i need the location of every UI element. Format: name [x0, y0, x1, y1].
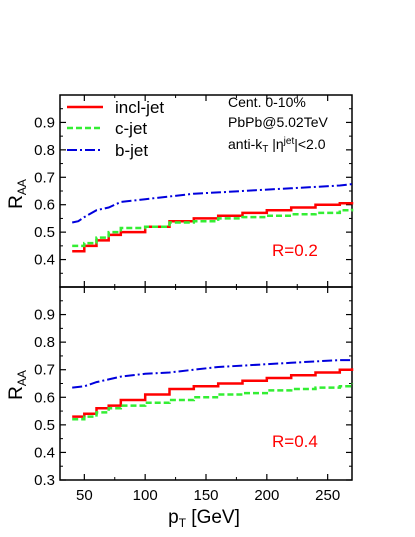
bottom-ytick-label: 0.3 — [34, 472, 55, 489]
top-ytick-label: 0.8 — [34, 142, 55, 159]
top-ytick-label: 0.6 — [34, 197, 55, 214]
top-panel-label: R=0.2 — [272, 241, 318, 260]
bottom-series-b-jet — [72, 359, 352, 389]
xlabel: pT [GeV] — [168, 507, 240, 530]
bottom-series-incl-jet — [72, 368, 354, 418]
bottom-ytick-label: 0.9 — [34, 307, 55, 324]
xtick-label: 150 — [193, 487, 218, 504]
bottom-ytick-label: 0.8 — [34, 334, 55, 351]
bottom-panel-label: R=0.4 — [272, 432, 318, 451]
annotation-cuts: anti-kT |ηjet|<2.0 — [228, 136, 326, 155]
xtick-label: 200 — [254, 487, 279, 504]
top-ylabel: RAA — [6, 179, 29, 209]
top-ytick-label: 0.4 — [34, 252, 55, 269]
bottom-ytick-label: 0.4 — [34, 444, 55, 461]
bottom-series-c-jet — [72, 383, 354, 421]
xtick-label: 100 — [133, 487, 158, 504]
bottom-panel: 0.3 0.4 0.5 0.6 0.7 0.8 0.9 50 100 150 200 250 — [34, 286, 354, 504]
bottom-ytick-label: 0.6 — [34, 389, 55, 406]
bottom-ytick-label: 0.7 — [34, 362, 55, 379]
bottom-ylabel: RAA — [6, 370, 29, 400]
top-ytick-label: 0.9 — [34, 114, 55, 131]
top-series-c-jet — [72, 208, 354, 248]
legend: incl-jet c-jet b-jet — [67, 98, 164, 160]
legend-label-incl-jet: incl-jet — [115, 98, 164, 117]
bottom-ytick-label: 0.5 — [34, 417, 55, 434]
annotation: Cent. 0-10% PbPb@5.02TeV anti-kT |ηjet|<… — [228, 94, 328, 155]
annotation-centrality: Cent. 0-10% — [228, 94, 306, 110]
xtick-label: 250 — [315, 487, 340, 504]
plots: 0.4 0.5 0.6 0.7 0.8 0.9 0.3 0.4 0.5 0.6 0.7 0.8 0.9 5… — [34, 94, 354, 504]
top-series-incl-jet — [72, 202, 354, 253]
top-series-b-jet — [71, 183, 353, 224]
legend-label-b-jet: b-jet — [115, 141, 148, 160]
xtick-label: 50 — [76, 487, 93, 504]
bottom-panel-frame — [59, 286, 353, 481]
top-panel: 0.4 0.5 0.6 0.7 0.8 0.9 — [34, 94, 354, 288]
annotation-system: PbPb@5.02TeV — [228, 114, 328, 130]
top-ytick-label: 0.5 — [34, 224, 55, 241]
top-ytick-label: 0.7 — [34, 169, 55, 186]
legend-label-c-jet: c-jet — [115, 119, 147, 138]
